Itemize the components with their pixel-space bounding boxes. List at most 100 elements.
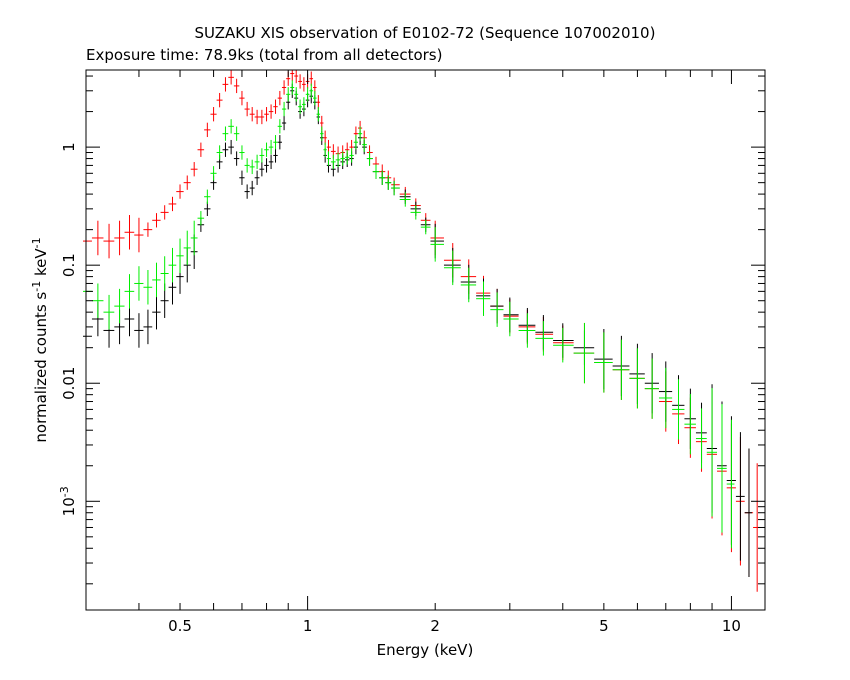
data-point xyxy=(259,148,265,163)
data-point xyxy=(216,92,223,108)
data-point xyxy=(535,321,554,356)
y-axis-label: normalized counts s-1 keV-1 xyxy=(30,237,50,442)
data-point xyxy=(330,154,336,170)
data-point xyxy=(460,267,477,303)
series-0 xyxy=(83,70,761,592)
data-point xyxy=(410,205,421,220)
data-point xyxy=(152,213,161,228)
series-2 xyxy=(83,80,735,549)
data-point xyxy=(222,126,229,141)
data-point xyxy=(658,367,673,429)
data-point xyxy=(264,158,269,173)
x-tick-label: 2 xyxy=(430,617,440,635)
data-point xyxy=(103,294,115,330)
data-point xyxy=(443,250,461,286)
chart-title: SUZAKU XIS observation of E0102-72 (Sequ… xyxy=(195,24,656,42)
data-point xyxy=(176,184,184,199)
data-point xyxy=(372,164,380,179)
svg-text:normalized counts s-1 keV-1: normalized counts s-1 keV-1 xyxy=(30,237,50,442)
data-point xyxy=(430,223,444,259)
data-point xyxy=(83,319,92,354)
data-point xyxy=(244,158,250,173)
data-point xyxy=(160,256,169,291)
data-point xyxy=(273,148,278,163)
data-point xyxy=(233,78,240,94)
y-axis-label-mid: keV xyxy=(32,248,50,281)
data-point xyxy=(316,95,321,110)
data-point xyxy=(290,70,295,81)
data-point xyxy=(134,313,144,348)
data-point xyxy=(134,266,144,301)
y-axis-label-main: normalized counts s xyxy=(32,292,50,443)
data-point xyxy=(254,109,260,125)
data-point xyxy=(535,316,554,352)
tick-label-layer: 0.5 1 2 5 10 1 0.1 0.01 10-3 xyxy=(58,142,741,635)
data-point xyxy=(233,126,240,141)
data-point xyxy=(320,126,324,141)
x-tick-label: 1 xyxy=(303,617,313,635)
data-point xyxy=(518,313,536,348)
data-point xyxy=(204,201,211,217)
y-tick-label: 0.01 xyxy=(60,367,78,400)
data-point xyxy=(385,175,392,190)
data-point xyxy=(249,159,255,175)
data-point xyxy=(268,139,274,155)
data-point xyxy=(197,211,205,226)
plot-area: 0.5 1 2 5 10 1 0.1 0.01 10-3 xyxy=(58,69,766,635)
x-tick-label: 5 xyxy=(599,617,609,635)
series-1 xyxy=(83,83,752,577)
data-point xyxy=(399,192,411,207)
chart-subtitle: Exposure time: 78.9ks (total from all de… xyxy=(86,46,442,64)
data-point xyxy=(222,77,229,92)
tick-layer xyxy=(85,70,765,610)
data-point xyxy=(301,97,306,112)
data-point xyxy=(277,135,282,150)
y-axis-label-exp2: -1 xyxy=(30,237,43,248)
x-tick-label: 0.5 xyxy=(168,617,192,635)
data-point xyxy=(298,99,302,114)
data-point xyxy=(143,222,153,237)
data-point xyxy=(684,394,696,455)
data-point xyxy=(358,126,363,141)
data-point xyxy=(281,115,287,131)
data-point xyxy=(553,323,574,358)
data-point xyxy=(573,330,595,365)
data-point xyxy=(91,220,104,256)
data-point xyxy=(553,327,574,363)
y-tick-label-pow: 10-3 xyxy=(58,486,78,516)
data-point xyxy=(190,162,198,177)
data-point xyxy=(254,154,260,170)
data-point xyxy=(672,379,685,440)
data-point xyxy=(160,205,169,220)
data-point xyxy=(244,184,250,199)
data-point xyxy=(259,162,265,177)
data-point xyxy=(706,388,718,517)
data-point xyxy=(124,215,135,250)
data-point xyxy=(168,247,177,283)
data-point xyxy=(644,358,659,419)
data-point xyxy=(316,107,321,122)
data-point xyxy=(176,238,184,274)
data-point xyxy=(277,119,282,134)
data-point xyxy=(335,152,341,168)
data-point xyxy=(281,80,287,95)
data-point xyxy=(222,142,229,157)
data-point xyxy=(83,223,92,259)
data-point xyxy=(239,170,245,185)
data-point xyxy=(239,90,245,106)
data-point xyxy=(353,135,359,150)
data-point xyxy=(535,315,554,350)
data-point xyxy=(305,87,310,102)
data-point xyxy=(244,101,250,117)
data-point xyxy=(239,145,245,160)
data-point xyxy=(573,322,595,384)
data-point xyxy=(430,220,444,256)
data-point xyxy=(503,298,519,334)
data-point xyxy=(391,177,400,192)
data-point xyxy=(309,83,314,98)
data-point xyxy=(744,448,752,577)
data-point xyxy=(476,281,491,316)
data-point xyxy=(629,348,645,409)
data-point xyxy=(594,332,613,393)
